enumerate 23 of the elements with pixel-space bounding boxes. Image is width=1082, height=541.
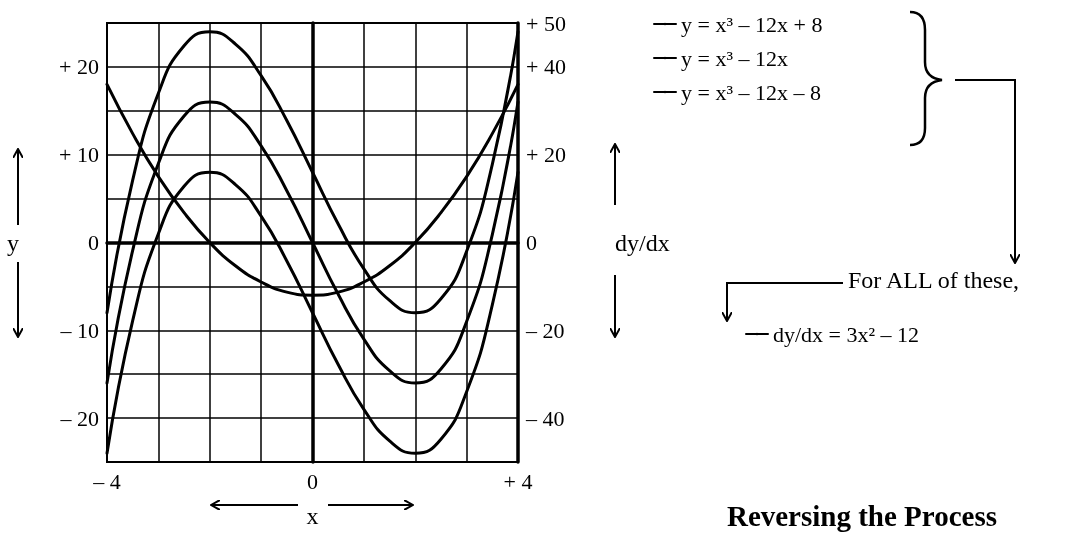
text: For ALL of these, [848,267,1020,293]
legend-label: dy/dx = 3x² – 12 [773,321,920,347]
y-tick-label: – 10 [59,317,99,343]
y-tick-label: 0 [88,230,99,255]
text: Reversing the Process [726,499,997,532]
y-tick-label: + 10 [59,142,99,168]
y2-axis-title: dy/dx [615,229,670,256]
y2-tick-label: + 50 [526,10,566,36]
x-tick-label: – 4 [92,468,121,494]
y2-tick-label: + 40 [526,54,566,80]
y-tick-label: + 20 [59,54,99,80]
y-axis-title: y [7,229,19,256]
y2-tick-label: – 40 [525,405,565,431]
x-tick-label: 0 [307,468,318,494]
x-tick-label: + 4 [503,468,533,494]
legend-label: y = x³ – 12x + 8 [681,11,823,37]
x-axis-title: x [306,503,319,529]
y2-tick-label: 0 [526,230,537,255]
legend-label: y = x³ – 12x [681,45,789,71]
y-tick-label: – 20 [59,405,99,431]
y2-tick-label: + 20 [526,142,566,168]
legend-label: y = x³ – 12x – 8 [681,79,822,105]
y2-tick-label: – 20 [525,317,565,343]
